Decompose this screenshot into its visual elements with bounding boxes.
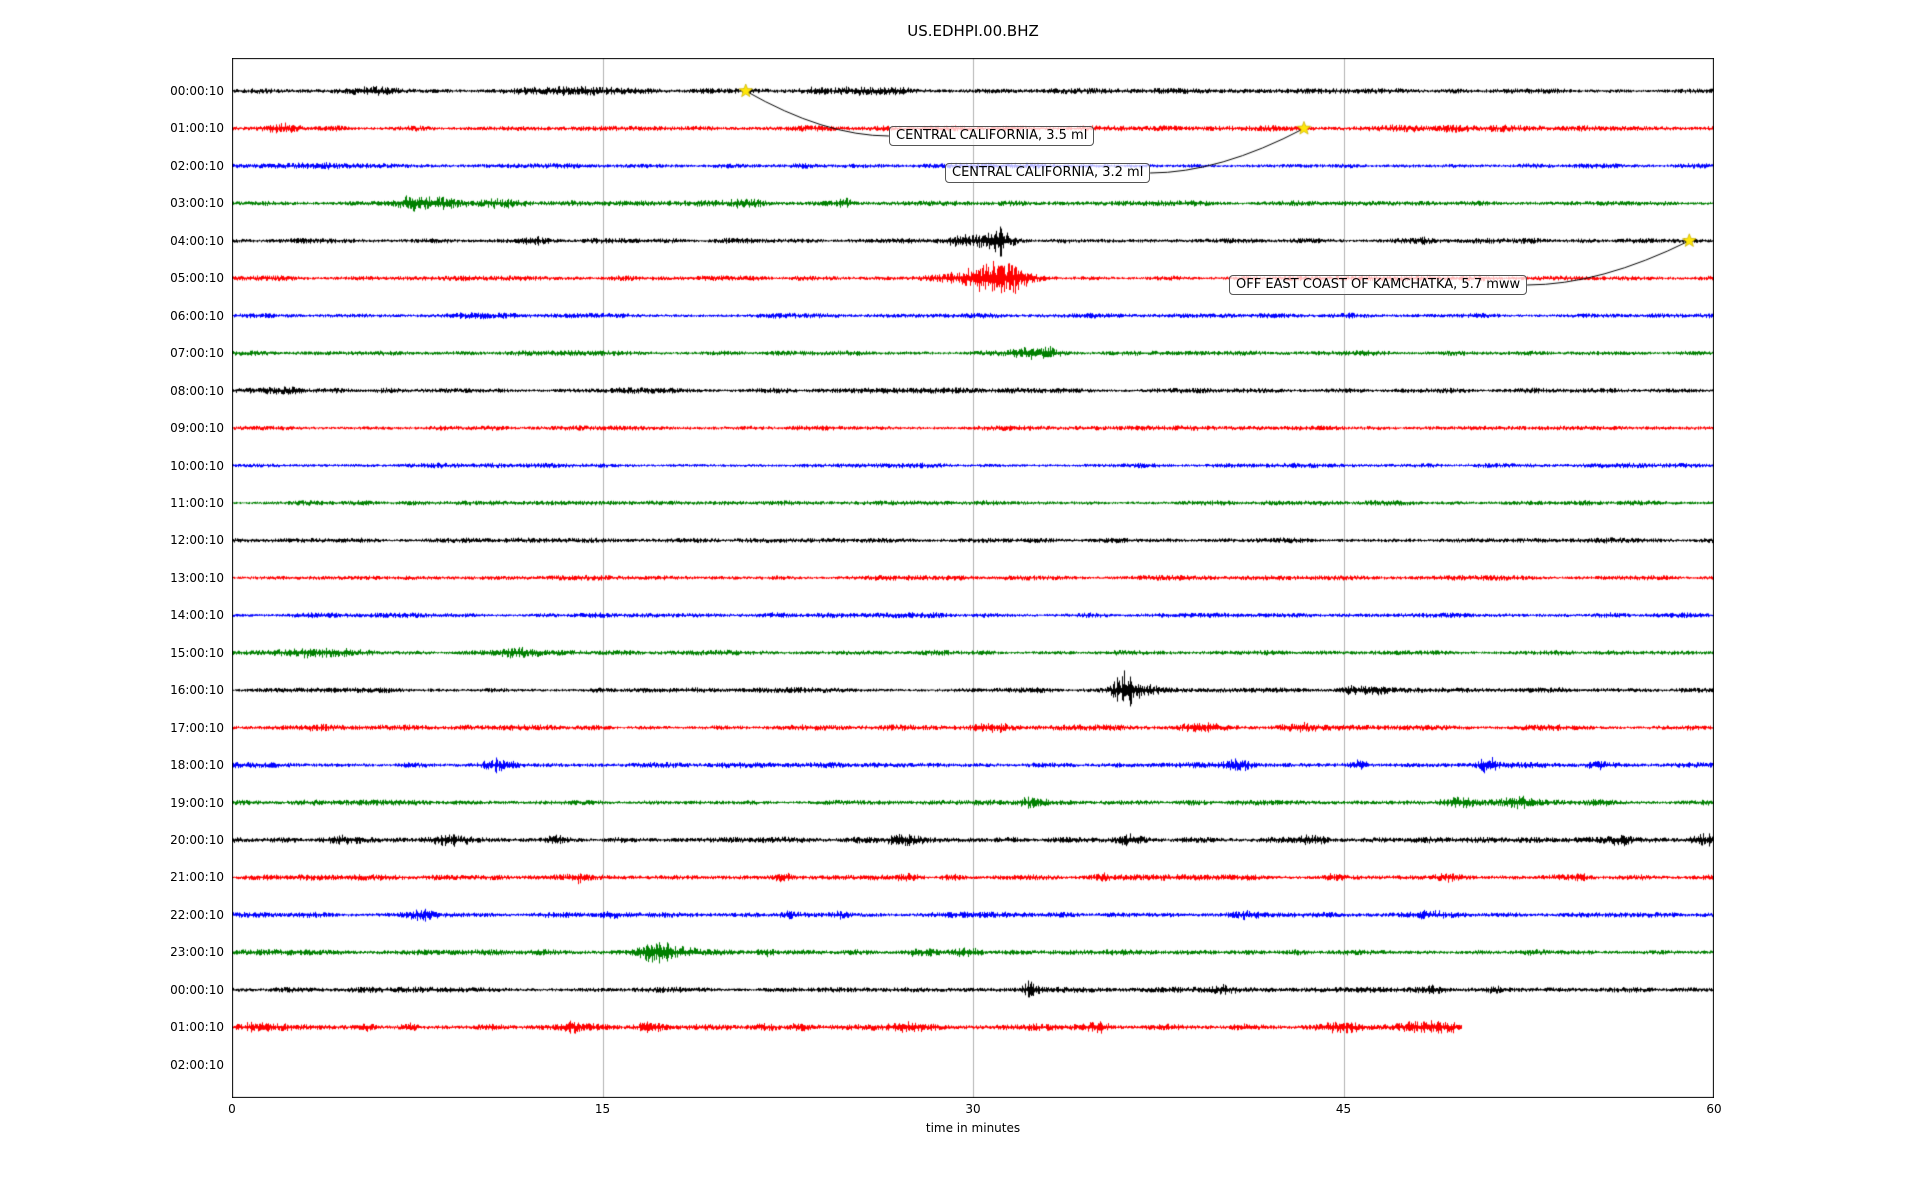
row-time-label: 00:00:10 [170, 84, 224, 98]
row-time-label: 16:00:10 [170, 683, 224, 698]
row-time-label: 00:00:10 [170, 982, 224, 997]
row-time-label: 15:00:10 [170, 645, 224, 660]
x-tick-label: 45 [1335, 1102, 1352, 1116]
row-time-label: 14:00:10 [170, 608, 224, 623]
row-time-label: 19:00:10 [170, 795, 224, 810]
row-time-label: 01:00:10 [170, 1020, 224, 1035]
row-time-label: 02:00:10 [170, 158, 224, 173]
row-time-label: 06:00:10 [170, 308, 224, 323]
event-annotation: CENTRAL CALIFORNIA, 3.5 ml [889, 126, 1095, 146]
row-time-label: 08:00:10 [170, 383, 224, 398]
x-tick-label: 15 [594, 1102, 611, 1116]
row-time-label: 01:00:10 [170, 121, 224, 136]
row-time-label: 13:00:10 [170, 570, 224, 585]
row-time-label: 09:00:10 [170, 421, 224, 436]
row-time-label: 12:00:10 [170, 533, 224, 548]
row-time-label: 04:00:10 [170, 233, 224, 248]
row-time-label: 03:00:10 [170, 196, 224, 211]
x-tick-label: 60 [1706, 1102, 1722, 1116]
x-tick-label: 0 [228, 1102, 236, 1116]
row-time-label: 11:00:10 [170, 495, 224, 510]
row-time-label: 22:00:10 [170, 907, 224, 922]
row-time-label: 21:00:10 [170, 870, 224, 885]
row-time-label: 07:00:10 [170, 346, 224, 361]
row-time-label: 20:00:10 [170, 833, 224, 847]
row-time-label: 18:00:10 [170, 758, 224, 773]
row-time-label: 02:00:10 [170, 1057, 224, 1072]
row-time-label: 17:00:10 [170, 720, 224, 735]
event-annotation: CENTRAL CALIFORNIA, 3.2 ml [945, 163, 1151, 183]
row-time-label: 23:00:10 [170, 945, 224, 960]
x-axis-label: time in minutes [925, 1121, 1021, 1135]
chart-title: US.EDHPI.00.BHZ [907, 22, 1039, 40]
row-time-label: 10:00:10 [170, 458, 224, 473]
seismogram-canvas [232, 58, 1714, 1098]
row-time-label: 05:00:10 [170, 271, 224, 286]
x-tick-label: 30 [965, 1102, 981, 1116]
event-annotation: OFF EAST COAST OF KAMCHATKA, 5.7 mww [1229, 275, 1528, 295]
